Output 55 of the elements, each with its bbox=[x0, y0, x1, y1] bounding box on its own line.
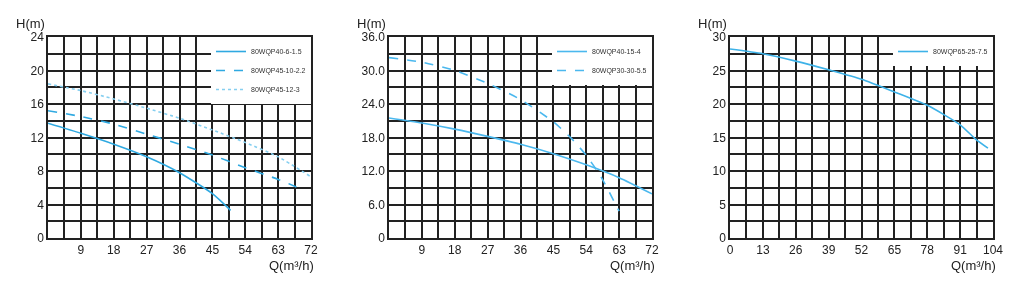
y-tick-label: 24.0 bbox=[361, 97, 386, 112]
y-tick-label: 15 bbox=[712, 130, 727, 145]
x-tick-label: 63 bbox=[612, 243, 627, 258]
x-axis-title: Q(m³/h) bbox=[951, 258, 996, 273]
y-tick-label: 0 bbox=[37, 231, 45, 246]
x-tick-label: 27 bbox=[480, 243, 495, 258]
y-tick-label: 25 bbox=[712, 63, 727, 78]
y-tick-label: 5 bbox=[719, 197, 727, 212]
x-tick-label: 36 bbox=[172, 243, 187, 258]
y-axis-title: H(m) bbox=[698, 16, 727, 31]
line-series bbox=[730, 48, 989, 150]
y-tick-label: 20 bbox=[712, 97, 727, 112]
x-tick-label: 36 bbox=[513, 243, 528, 258]
line-series bbox=[48, 122, 232, 212]
x-tick-label: 72 bbox=[645, 243, 659, 258]
x-tick-label: 45 bbox=[546, 243, 561, 258]
y-tick-label: 12 bbox=[30, 130, 45, 145]
x-tick-label: 65 bbox=[887, 243, 902, 258]
y-tick-label: 0 bbox=[378, 231, 386, 246]
x-tick-label: 54 bbox=[579, 243, 594, 258]
x-tick-label: 27 bbox=[139, 243, 154, 258]
x-tick-label: 78 bbox=[920, 243, 935, 258]
x-tick-label: 18 bbox=[448, 243, 462, 258]
y-axis-title: H(m) bbox=[16, 16, 45, 31]
y-tick-label: 20 bbox=[30, 63, 45, 78]
y-tick-label: 30 bbox=[712, 30, 727, 45]
y-tick-label: 4 bbox=[37, 197, 45, 212]
y-tick-label: 8 bbox=[37, 164, 45, 179]
y-tick-label: 36.0 bbox=[361, 30, 386, 45]
y-tick-label: 0 bbox=[719, 231, 727, 246]
x-axis-title: Q(m³/h) bbox=[269, 258, 314, 273]
line-series bbox=[48, 83, 311, 178]
x-tick-label: 104 bbox=[982, 243, 1004, 258]
x-tick-label: 26 bbox=[789, 243, 803, 258]
x-tick-label: 91 bbox=[953, 243, 968, 258]
x-axis-title: Q(m³/h) bbox=[610, 258, 655, 273]
x-tick-label: 13 bbox=[756, 243, 770, 258]
y-tick-label: 18.0 bbox=[361, 130, 386, 145]
y-tick-label: 30.0 bbox=[361, 63, 386, 78]
x-tick-label: 9 bbox=[418, 243, 426, 258]
y-tick-label: 24 bbox=[30, 30, 45, 45]
x-tick-label: 18 bbox=[107, 243, 121, 258]
y-tick-label: 6.0 bbox=[368, 197, 386, 212]
y-tick-label: 16 bbox=[30, 97, 45, 112]
y-tick-label: 12.0 bbox=[361, 164, 386, 179]
line-series bbox=[48, 109, 298, 188]
x-tick-label: 54 bbox=[238, 243, 253, 258]
x-tick-label: 45 bbox=[205, 243, 220, 258]
x-tick-label: 39 bbox=[821, 243, 836, 258]
x-tick-label: 72 bbox=[304, 243, 318, 258]
x-tick-label: 52 bbox=[854, 243, 869, 258]
x-tick-label: 9 bbox=[77, 243, 85, 258]
y-tick-label: 10 bbox=[712, 164, 727, 179]
x-tick-label: 63 bbox=[271, 243, 286, 258]
y-axis-title: H(m) bbox=[357, 16, 386, 31]
